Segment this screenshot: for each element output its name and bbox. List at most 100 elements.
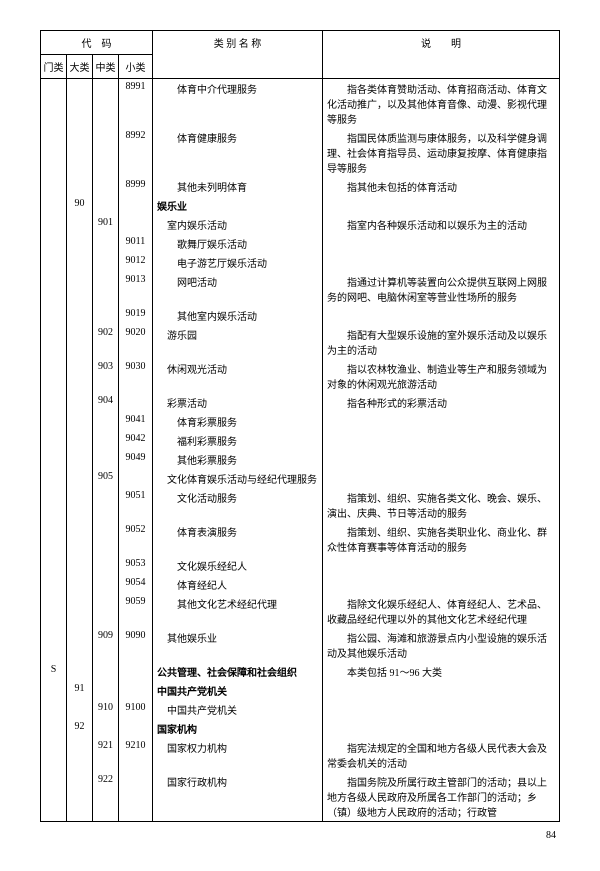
description: 指通过计算机等装置向公众提供互联网上网服务的网吧、电脑休闲室等营业性场所的服务	[323, 272, 560, 306]
category-name: 网吧活动	[153, 272, 323, 306]
header-code: 代 码	[41, 31, 153, 55]
code-zhong	[93, 196, 119, 215]
category-name: 国家机构	[153, 719, 323, 738]
code-men	[41, 306, 67, 325]
code-men	[41, 177, 67, 196]
description	[323, 469, 560, 488]
description: 指室内各种娱乐活动和以娱乐为主的活动	[323, 215, 560, 234]
description	[323, 306, 560, 325]
category-name: 体育表演服务	[153, 522, 323, 556]
category-name: 其他娱乐业	[153, 628, 323, 662]
code-zhong	[93, 272, 119, 306]
code-men	[41, 431, 67, 450]
header-desc: 说 明	[323, 31, 560, 79]
code-da	[67, 306, 93, 325]
code-da: 90	[67, 196, 93, 215]
code-xiao: 9013	[119, 272, 153, 306]
code-zhong	[93, 128, 119, 177]
code-xiao: 9030	[119, 359, 153, 393]
category-name: 文化活动服务	[153, 488, 323, 522]
category-name: 中国共产党机关	[153, 700, 323, 719]
code-xiao: 8991	[119, 79, 153, 129]
code-xiao: 9053	[119, 556, 153, 575]
code-zhong: 903	[93, 359, 119, 393]
description: 指策划、组织、实施各类职业化、商业化、群众性体育赛事等体育活动的服务	[323, 522, 560, 556]
code-men	[41, 522, 67, 556]
code-men	[41, 772, 67, 822]
code-xiao	[119, 215, 153, 234]
category-name: 电子游艺厅娱乐活动	[153, 253, 323, 272]
code-men	[41, 575, 67, 594]
table-row: 9099090其他娱乐业指公园、海滩和旅游景点内小型设施的娱乐活动及其他娱乐活动	[41, 628, 560, 662]
table-row: 9051文化活动服务指策划、组织、实施各类文化、晚会、娱乐、演出、庆典、节日等活…	[41, 488, 560, 522]
description	[323, 700, 560, 719]
code-zhong	[93, 450, 119, 469]
category-name: 其他室内娱乐活动	[153, 306, 323, 325]
category-name: 室内娱乐活动	[153, 215, 323, 234]
category-name: 文化体育娱乐活动与经纪代理服务	[153, 469, 323, 488]
header-da: 大类	[67, 55, 93, 79]
code-da	[67, 359, 93, 393]
code-da	[67, 234, 93, 253]
code-zhong	[93, 556, 119, 575]
code-da	[67, 738, 93, 772]
table-row: 92国家机构	[41, 719, 560, 738]
table-row: 9053文化娱乐经纪人	[41, 556, 560, 575]
table-row: 9219210国家权力机构指宪法规定的全国和地方各级人民代表大会及常委会机关的活…	[41, 738, 560, 772]
category-name: 体育经纪人	[153, 575, 323, 594]
table-row: 8991体育中介代理服务指各类体育赞助活动、体育招商活动、体育文化活动推广，以及…	[41, 79, 560, 129]
code-xiao: 9051	[119, 488, 153, 522]
code-men	[41, 196, 67, 215]
description: 指以农林牧渔业、制造业等生产和服务领域为对象的休闲观光旅游活动	[323, 359, 560, 393]
table-row: 9052体育表演服务指策划、组织、实施各类职业化、商业化、群众性体育赛事等体育活…	[41, 522, 560, 556]
code-zhong	[93, 681, 119, 700]
description: 指国民体质监测与康体服务，以及科学健身调理、社会体育指导员、运动康复按摩、体育健…	[323, 128, 560, 177]
description	[323, 719, 560, 738]
category-name: 文化娱乐经纪人	[153, 556, 323, 575]
code-xiao	[119, 772, 153, 822]
table-row: 91中国共产党机关	[41, 681, 560, 700]
code-da	[67, 450, 93, 469]
code-da	[67, 128, 93, 177]
description: 指国务院及所属行政主管部门的活动；县以上地方各级人民政府及所属各工作部门的活动；…	[323, 772, 560, 822]
table-row: 9109100中国共产党机关	[41, 700, 560, 719]
code-men	[41, 359, 67, 393]
code-da	[67, 700, 93, 719]
code-zhong	[93, 662, 119, 681]
description: 指策划、组织、实施各类文化、晚会、娱乐、演出、庆典、节日等活动的服务	[323, 488, 560, 522]
code-men	[41, 488, 67, 522]
code-men	[41, 412, 67, 431]
category-name: 彩票活动	[153, 393, 323, 412]
code-zhong	[93, 234, 119, 253]
category-name: 游乐园	[153, 325, 323, 359]
code-men	[41, 272, 67, 306]
code-xiao	[119, 196, 153, 215]
category-name: 其他文化艺术经纪代理	[153, 594, 323, 628]
code-men	[41, 393, 67, 412]
code-men	[41, 215, 67, 234]
code-xiao: 9019	[119, 306, 153, 325]
code-xiao	[119, 393, 153, 412]
code-zhong	[93, 594, 119, 628]
code-da	[67, 772, 93, 822]
code-men	[41, 128, 67, 177]
table-row: 8999其他未列明体育指其他未包括的体育活动	[41, 177, 560, 196]
code-xiao: 9049	[119, 450, 153, 469]
description	[323, 234, 560, 253]
header-name: 类 别 名 称	[153, 31, 323, 79]
code-men	[41, 628, 67, 662]
code-zhong: 910	[93, 700, 119, 719]
code-zhong: 922	[93, 772, 119, 822]
description: 指各类体育赞助活动、体育招商活动、体育文化活动推广，以及其他体育音像、动漫、影视…	[323, 79, 560, 129]
code-da	[67, 628, 93, 662]
code-xiao: 9041	[119, 412, 153, 431]
code-men	[41, 738, 67, 772]
table-row: 9042福利彩票服务	[41, 431, 560, 450]
description	[323, 575, 560, 594]
table-row: 9019其他室内娱乐活动	[41, 306, 560, 325]
code-xiao: 8999	[119, 177, 153, 196]
code-xiao: 9011	[119, 234, 153, 253]
category-name: 娱乐业	[153, 196, 323, 215]
table-row: 9041体育彩票服务	[41, 412, 560, 431]
code-zhong: 905	[93, 469, 119, 488]
